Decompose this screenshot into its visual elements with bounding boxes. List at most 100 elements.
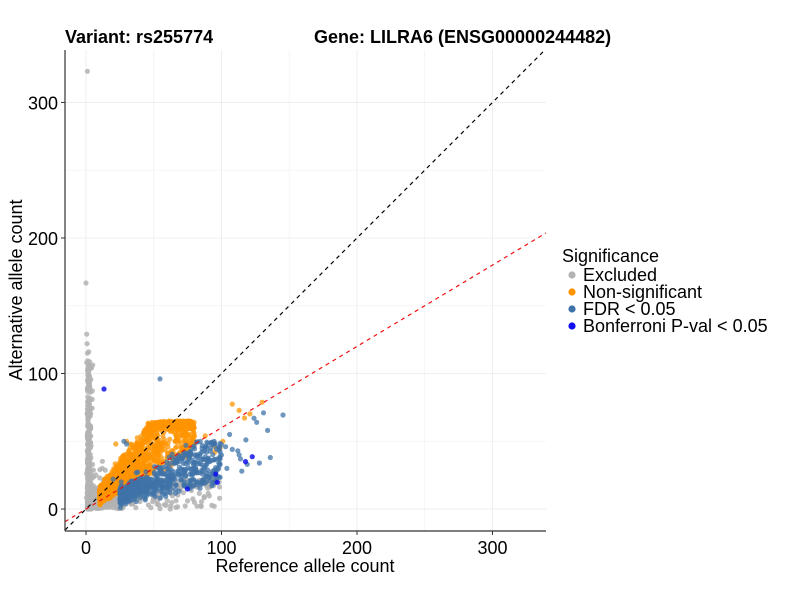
point-bonferroni-p-val-0-05 — [214, 479, 220, 485]
legend-entry-fdr: FDR < 0.05 — [568, 299, 676, 319]
point-fdr-0-05 — [126, 486, 132, 492]
point-excluded — [85, 485, 91, 491]
point-fdr-0-05 — [191, 477, 197, 483]
point-excluded — [83, 280, 89, 286]
point-fdr-0-05 — [260, 410, 267, 416]
point-non-significant — [144, 425, 150, 431]
point-non-significant — [157, 420, 164, 426]
point-fdr-0-05 — [197, 438, 203, 444]
point-excluded — [86, 450, 92, 456]
point-non-significant — [162, 440, 169, 446]
point-non-significant — [176, 430, 182, 436]
point-non-significant — [187, 434, 193, 440]
point-fdr-0-05 — [207, 478, 213, 484]
point-fdr-0-05 — [166, 464, 172, 470]
point-non-significant — [134, 441, 141, 447]
x-tick-label: 0 — [81, 538, 91, 558]
reference-line-expected-ratio — [64, 232, 547, 523]
y-tick-label: 100 — [28, 365, 58, 385]
point-bonferroni-p-val-0-05 — [213, 471, 219, 477]
point-fdr-0-05 — [157, 376, 163, 382]
point-fdr-0-05 — [193, 470, 199, 476]
point-bonferroni-p-val-0-05 — [242, 459, 249, 465]
point-excluded — [198, 503, 204, 509]
point-excluded — [97, 475, 103, 481]
point-fdr-0-05 — [188, 450, 194, 456]
point-fdr-0-05 — [123, 492, 129, 498]
point-fdr-0-05 — [161, 471, 167, 477]
point-fdr-0-05 — [256, 460, 262, 466]
point-non-significant — [136, 464, 143, 470]
point-non-significant — [139, 469, 145, 475]
point-excluded — [86, 384, 92, 390]
point-non-significant — [158, 445, 164, 451]
point-fdr-0-05 — [237, 456, 244, 462]
point-non-significant — [124, 467, 130, 473]
point-fdr-0-05 — [132, 483, 138, 489]
point-fdr-0-05 — [110, 476, 116, 482]
point-non-significant — [97, 501, 103, 507]
point-excluded — [84, 350, 90, 356]
point-non-significant — [114, 478, 120, 484]
point-excluded — [83, 495, 90, 501]
point-fdr-0-05 — [137, 477, 143, 483]
point-fdr-0-05 — [201, 464, 207, 470]
point-excluded — [84, 68, 90, 74]
point-excluded — [85, 443, 91, 449]
point-excluded — [133, 505, 139, 511]
x-tick-label: 100 — [206, 538, 236, 558]
point-non-significant — [150, 422, 156, 428]
point-excluded — [191, 499, 197, 505]
point-excluded — [205, 485, 211, 491]
point-fdr-0-05 — [223, 444, 229, 450]
point-excluded — [87, 458, 93, 464]
legend-title: Significance — [562, 246, 659, 266]
point-non-significant — [113, 441, 119, 447]
point-fdr-0-05 — [205, 456, 211, 462]
point-non-significant — [115, 466, 121, 472]
point-fdr-0-05 — [251, 415, 257, 421]
point-excluded — [86, 397, 92, 403]
reference-lines — [64, 49, 547, 531]
point-excluded — [167, 506, 173, 512]
point-fdr-0-05 — [235, 448, 241, 454]
point-excluded — [88, 499, 94, 505]
point-fdr-0-05 — [211, 456, 218, 463]
point-non-significant — [236, 407, 242, 413]
legend-label: FDR < 0.05 — [583, 299, 676, 319]
point-non-significant — [247, 411, 253, 417]
point-bonferroni-p-val-0-05 — [184, 486, 190, 492]
point-fdr-0-05 — [183, 473, 189, 479]
point-fdr-0-05 — [227, 431, 233, 438]
point-excluded — [148, 505, 154, 511]
point-fdr-0-05 — [143, 469, 149, 475]
point-fdr-0-05 — [151, 464, 158, 470]
point-excluded — [84, 331, 90, 337]
point-fdr-0-05 — [194, 454, 200, 460]
point-non-significant — [151, 458, 157, 464]
legend-entry-bonferroni: Bonferroni P-val < 0.05 — [568, 316, 768, 336]
point-fdr-0-05 — [167, 490, 173, 496]
point-fdr-0-05 — [217, 440, 223, 446]
point-excluded — [201, 495, 207, 501]
point-fdr-0-05 — [192, 464, 198, 470]
point-fdr-0-05 — [209, 483, 215, 489]
x-axis-ticks: 0 100 200 300 — [81, 531, 508, 558]
point-excluded — [180, 490, 186, 496]
point-fdr-0-05 — [239, 468, 245, 474]
point-excluded — [157, 506, 163, 512]
point-non-significant — [241, 415, 248, 421]
point-non-significant — [148, 451, 154, 457]
legend-label: Excluded — [583, 265, 657, 285]
point-fdr-0-05 — [139, 484, 145, 490]
point-excluded — [173, 504, 179, 510]
point-fdr-0-05 — [208, 445, 214, 451]
x-tick-label: 200 — [342, 538, 372, 558]
legend-label: Non-significant — [583, 282, 702, 302]
point-fdr-0-05 — [176, 488, 182, 494]
point-fdr-0-05 — [203, 473, 209, 479]
grid-lines — [65, 50, 546, 531]
point-fdr-0-05 — [167, 481, 173, 487]
point-fdr-0-05 — [123, 501, 129, 507]
point-excluded — [169, 499, 175, 506]
